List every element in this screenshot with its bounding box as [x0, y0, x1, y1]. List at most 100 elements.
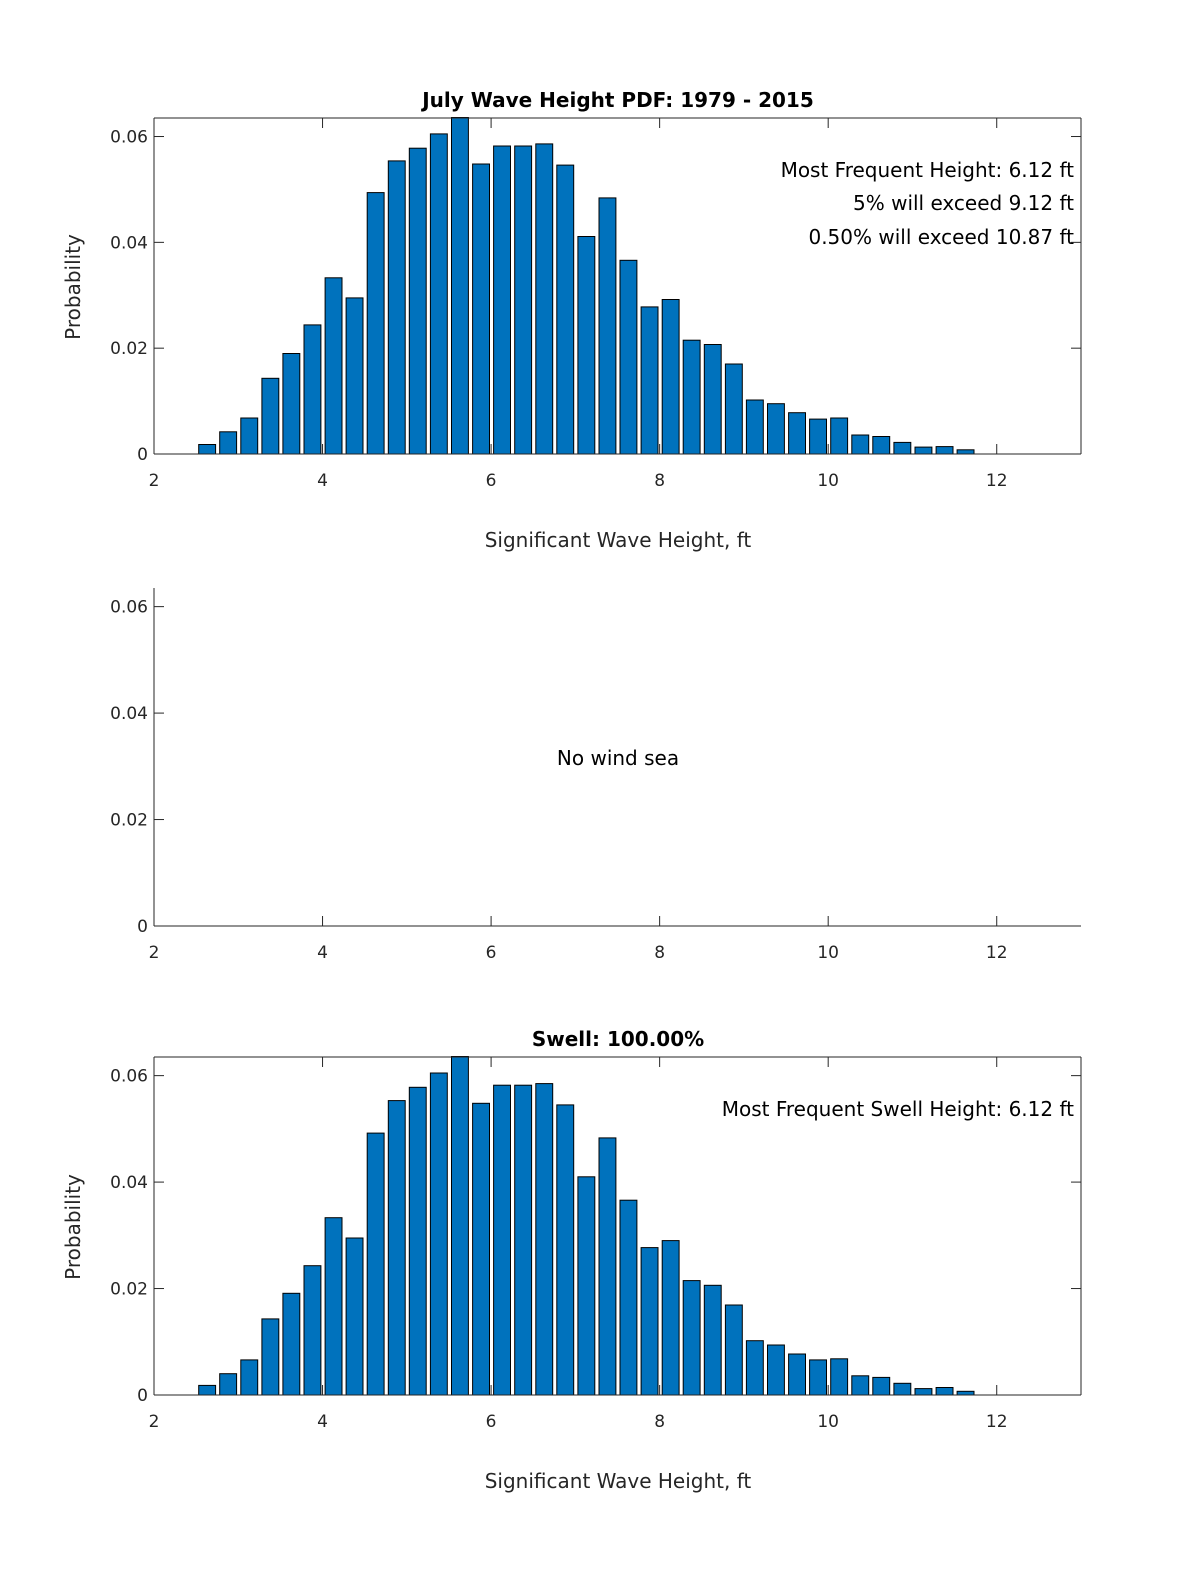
bar — [893, 1382, 912, 1396]
bar — [745, 1340, 764, 1396]
x-tick-label: 4 — [317, 943, 328, 963]
bar — [809, 418, 827, 455]
bar — [661, 1240, 680, 1396]
y-tick-label: 0.04 — [110, 1173, 148, 1193]
bar — [703, 344, 722, 455]
bar — [493, 145, 512, 455]
x-tick-label: 8 — [654, 1412, 665, 1432]
bar — [514, 1084, 533, 1396]
bar — [640, 306, 659, 455]
bar — [851, 434, 870, 455]
swell-pdf-panel: Swell: 100.00% Probability Significant W… — [61, 1027, 1082, 1493]
bar — [661, 299, 680, 455]
bar — [724, 1304, 743, 1396]
bar — [387, 160, 406, 455]
x-tick-label: 10 — [817, 943, 839, 963]
y-tick-label: 0.06 — [110, 598, 148, 618]
bar — [408, 147, 427, 455]
bar — [956, 449, 975, 455]
bar — [535, 143, 554, 455]
bar — [366, 1132, 385, 1396]
bar — [872, 1376, 891, 1396]
x-tick-label: 10 — [817, 471, 839, 491]
bar — [703, 1284, 722, 1396]
bar — [514, 145, 533, 455]
bar — [809, 1359, 827, 1396]
bar — [788, 412, 806, 455]
x-tick-label: 2 — [149, 943, 160, 963]
bar — [387, 1100, 406, 1396]
bar — [345, 1237, 364, 1396]
x-tick-label: 4 — [317, 1412, 328, 1432]
x-tick-label: 6 — [486, 471, 497, 491]
x-tick-label: 12 — [986, 943, 1008, 963]
wind-sea-pdf-panel: No wind sea 2 4 6 8 10 12 0 0.02 0.04 0.06 — [110, 588, 1081, 963]
annotation-0.5pct-exceed: 0.50% will exceed 10.87 ft — [808, 225, 1074, 249]
bar — [198, 444, 217, 455]
bar — [451, 1056, 469, 1396]
bar — [830, 417, 849, 455]
bar — [830, 1358, 849, 1396]
bar — [577, 236, 596, 455]
x-tick-label: 6 — [486, 1412, 497, 1432]
bar — [219, 1373, 238, 1396]
bar — [577, 1176, 596, 1396]
bar — [429, 1072, 448, 1396]
bar — [303, 1265, 322, 1396]
bar — [956, 1390, 975, 1396]
x-tick-label: 2 — [149, 471, 160, 491]
bar — [598, 1137, 617, 1396]
bar — [408, 1086, 427, 1396]
x-tick-label: 10 — [817, 1412, 839, 1432]
bar — [935, 1387, 954, 1396]
bar — [556, 1104, 575, 1396]
wave-height-pdf-panel: July Wave Height PDF: 1979 - 2015 Probab… — [61, 88, 1082, 552]
y-tick-label: 0 — [137, 917, 148, 937]
annotation-no-wind-sea: No wind sea — [557, 746, 679, 770]
annotation-most-frequent-height: Most Frequent Height: 6.12 ft — [781, 158, 1075, 182]
x-tick-label: 8 — [654, 943, 665, 963]
y-tick-label: 0 — [137, 1386, 148, 1406]
bar — [240, 1359, 259, 1396]
bar — [366, 192, 385, 455]
bar — [303, 324, 322, 455]
annotation-most-frequent-swell-height: Most Frequent Swell Height: 6.12 ft — [722, 1097, 1074, 1121]
bar — [472, 163, 491, 455]
bar — [851, 1375, 870, 1396]
bar — [451, 117, 469, 455]
bar — [429, 133, 448, 455]
bar — [261, 377, 280, 455]
y-tick-label: 0.06 — [110, 128, 148, 148]
bar — [745, 399, 764, 455]
bar — [767, 1344, 785, 1396]
y-tick-label: 0.02 — [110, 811, 148, 831]
bar — [493, 1084, 512, 1396]
y-tick-label: 0 — [137, 445, 148, 465]
chart-title: July Wave Height PDF: 1979 - 2015 — [420, 88, 814, 112]
bar — [619, 259, 638, 455]
bar — [893, 441, 912, 455]
bar — [324, 1217, 343, 1396]
y-axis-label: Probability — [61, 234, 85, 340]
bar — [198, 1384, 217, 1396]
bar — [556, 164, 575, 455]
bar — [767, 403, 785, 455]
bar — [935, 446, 954, 455]
x-tick-label: 6 — [486, 943, 497, 963]
x-tick-label: 12 — [986, 471, 1008, 491]
bar — [788, 1353, 806, 1396]
bar — [472, 1102, 491, 1396]
bar — [345, 297, 364, 455]
bar — [619, 1199, 638, 1396]
bar — [914, 446, 933, 455]
y-tick-label: 0.04 — [110, 233, 148, 253]
bar — [598, 197, 617, 455]
y-tick-label: 0.02 — [110, 339, 148, 359]
bar — [640, 1247, 659, 1396]
bar — [724, 363, 743, 455]
bar — [219, 431, 238, 455]
bar — [261, 1318, 280, 1396]
y-tick-label: 0.06 — [110, 1067, 148, 1087]
y-tick-label: 0.04 — [110, 704, 148, 724]
y-axis-label: Probability — [61, 1174, 85, 1280]
